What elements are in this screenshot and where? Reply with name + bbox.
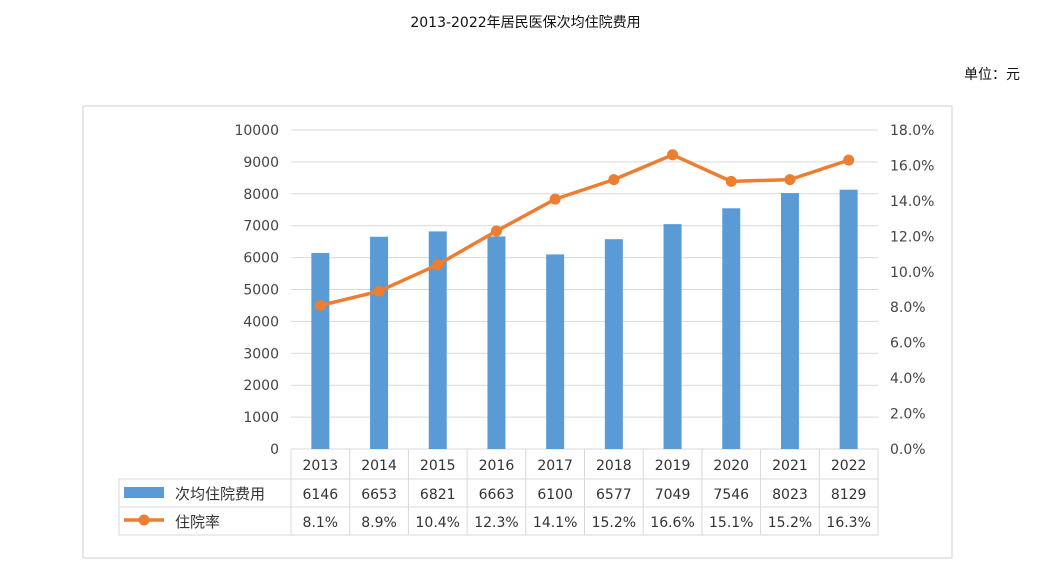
x-category-label: 2022 bbox=[831, 458, 867, 474]
x-category-label: 2016 bbox=[479, 458, 515, 474]
y-right-tick-label: 2.0% bbox=[890, 407, 926, 423]
rate-point bbox=[667, 149, 679, 161]
y-right-tick-label: 4.0% bbox=[890, 371, 926, 387]
y-left-tick-label: 4000 bbox=[243, 314, 279, 330]
table-cell-rate: 8.9% bbox=[361, 515, 397, 531]
y-left-tick-label: 1000 bbox=[243, 410, 279, 426]
y-left-tick-label: 5000 bbox=[243, 283, 279, 299]
x-category-label: 2021 bbox=[772, 458, 808, 474]
rate-point bbox=[432, 259, 444, 271]
table-cell-cost: 6663 bbox=[479, 487, 515, 503]
rate-point bbox=[843, 154, 855, 166]
x-category-label: 2015 bbox=[420, 458, 456, 474]
table-cell-rate: 15.2% bbox=[768, 515, 812, 531]
x-category-label: 2020 bbox=[713, 458, 749, 474]
legend-line-label: 住院率 bbox=[175, 513, 220, 531]
rate-point bbox=[608, 174, 620, 186]
table-cell-cost: 7049 bbox=[655, 487, 691, 503]
table-cell-rate: 16.6% bbox=[650, 515, 694, 531]
table-cell-cost: 6577 bbox=[596, 487, 632, 503]
rate-point bbox=[314, 299, 326, 311]
rate-line bbox=[319, 153, 850, 308]
bar bbox=[487, 236, 506, 449]
table-cell-cost: 6821 bbox=[420, 487, 456, 503]
bar bbox=[604, 239, 623, 449]
gridlines bbox=[291, 129, 878, 418]
bar bbox=[370, 236, 389, 449]
y-right-tick-label: 8.0% bbox=[890, 300, 926, 316]
axis-ticks: 0 1000 2000 3000 4000 5000 6000 7000 8000 9000 100… bbox=[234, 123, 934, 458]
table-cell-cost: 6100 bbox=[537, 487, 573, 503]
y-left-tick-label: 8000 bbox=[243, 187, 279, 203]
rate-point bbox=[549, 193, 561, 205]
bar bbox=[722, 208, 741, 449]
bar bbox=[663, 224, 682, 449]
x-category-label: 2019 bbox=[655, 458, 691, 474]
table-cell-rate: 15.2% bbox=[592, 515, 636, 531]
y-left-tick-label: 2000 bbox=[243, 378, 279, 394]
rate-point bbox=[490, 225, 502, 237]
table-cell-cost: 6146 bbox=[303, 487, 339, 503]
table-cell-rate: 15.1% bbox=[709, 515, 753, 531]
rate-point bbox=[784, 174, 796, 186]
table-cell-rate: 8.1% bbox=[303, 515, 339, 531]
chart-title: 2013-2022年居民医保次均住院费用 bbox=[410, 15, 641, 31]
y-left-tick-label: 9000 bbox=[243, 155, 279, 171]
y-right-tick-label: 14.0% bbox=[890, 194, 934, 210]
chart-frame bbox=[82, 105, 953, 559]
legend-bar-swatch bbox=[124, 487, 164, 498]
y-right-tick-label: 16.0% bbox=[890, 158, 934, 174]
table-cell-rate: 14.1% bbox=[533, 515, 577, 531]
y-left-tick-label: 0 bbox=[270, 442, 279, 458]
y-left-tick-label: 10000 bbox=[234, 123, 279, 139]
y-left-tick-label: 7000 bbox=[243, 219, 279, 235]
y-left-tick-label: 6000 bbox=[243, 251, 279, 267]
legend-bar-label: 次均住院费用 bbox=[175, 485, 265, 503]
legend-line-marker bbox=[138, 514, 150, 526]
x-category-label: 2018 bbox=[596, 458, 632, 474]
table-cell-rate: 12.3% bbox=[474, 515, 518, 531]
table-cell-cost: 7546 bbox=[713, 487, 749, 503]
bar bbox=[311, 252, 330, 449]
x-category-label: 2014 bbox=[361, 458, 397, 474]
bar bbox=[839, 189, 858, 449]
line-series bbox=[314, 149, 855, 311]
y-right-tick-label: 10.0% bbox=[890, 265, 934, 281]
y-right-tick-label: 6.0% bbox=[890, 336, 926, 352]
y-right-tick-label: 0.0% bbox=[890, 442, 926, 458]
y-right-tick-label: 18.0% bbox=[890, 123, 934, 139]
rate-point bbox=[373, 285, 385, 297]
data-table: 2013 6146 8.1% 2014 6653 8.9% 2015 6821 10.4% 201… bbox=[118, 448, 879, 536]
unit-label: 单位：元 bbox=[964, 67, 1020, 83]
x-category-label: 2017 bbox=[537, 458, 573, 474]
y-left-tick-label: 3000 bbox=[243, 346, 279, 362]
rate-point bbox=[725, 175, 737, 187]
x-category-label: 2013 bbox=[303, 458, 339, 474]
bar bbox=[428, 231, 447, 449]
table-cell-rate: 16.3% bbox=[826, 515, 870, 531]
table-cell-cost: 6653 bbox=[361, 487, 397, 503]
bar bbox=[546, 254, 565, 449]
bar bbox=[780, 193, 799, 449]
table-cell-rate: 10.4% bbox=[416, 515, 460, 531]
y-right-tick-label: 12.0% bbox=[890, 229, 934, 245]
table-cell-cost: 8023 bbox=[772, 487, 808, 503]
table-cell-cost: 8129 bbox=[831, 487, 867, 503]
bar-series bbox=[311, 189, 858, 449]
